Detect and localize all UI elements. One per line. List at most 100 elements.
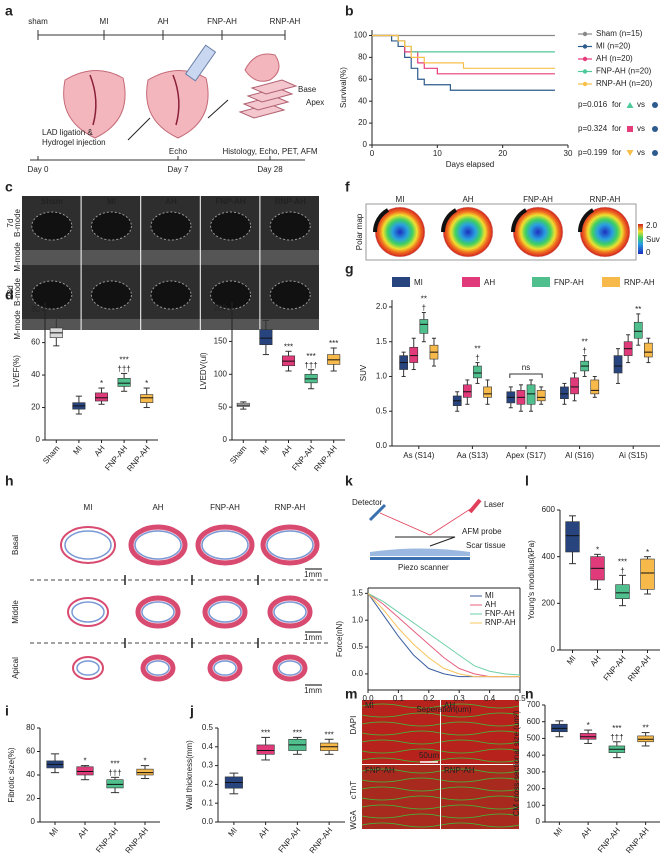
x-tick-label: MI xyxy=(552,826,565,839)
y-tick-label: 1.5 xyxy=(352,588,364,597)
box xyxy=(94,392,109,402)
y-axis-label: Fibrotic size(%) xyxy=(7,747,16,802)
y-tick-label: 80 xyxy=(358,52,367,61)
echo-image xyxy=(141,250,200,265)
colorbar-label: Suv xyxy=(646,235,660,244)
legend-label: FNP-AH xyxy=(485,609,515,618)
panel-letter: j xyxy=(189,703,194,719)
significance: * xyxy=(646,548,649,557)
symbol xyxy=(627,126,633,132)
group-label: MI xyxy=(84,503,93,512)
y-axis-label: CM cross-sectional size (um²) xyxy=(512,710,521,816)
box xyxy=(640,558,655,590)
if-fiber xyxy=(440,748,520,754)
x-axis-label: Days elapsed xyxy=(446,160,494,169)
significance: ** xyxy=(643,724,649,733)
x-tick-label: Sham xyxy=(228,444,249,466)
y-tick-label: 0.0 xyxy=(352,669,364,678)
significance: *** xyxy=(261,729,270,738)
significance: † xyxy=(620,566,624,575)
y-tick-label: 400 xyxy=(542,552,556,561)
y-tick-label: 600 xyxy=(527,717,541,726)
x-tick-label: 0.0 xyxy=(362,694,374,703)
vessel xyxy=(172,74,180,126)
box xyxy=(570,377,579,395)
y-tick-label: 150 xyxy=(214,337,228,346)
group-label: FNP-AH xyxy=(210,503,240,512)
echo-image xyxy=(81,319,141,330)
if-image xyxy=(362,700,440,764)
legend-marker xyxy=(582,31,588,37)
colorbar-label: 0 xyxy=(646,248,651,257)
arrow xyxy=(127,117,151,141)
tissue-inner xyxy=(76,660,100,676)
x-tick-label: RNP-AH xyxy=(124,826,151,855)
panel-letter: d xyxy=(5,287,14,303)
x-tick-label: RNP-AH xyxy=(312,444,339,473)
x-tick-label: 0.1 xyxy=(393,694,405,703)
group-label: AH xyxy=(157,17,168,26)
x-tick-label: 0.3 xyxy=(454,694,466,703)
if-fiber xyxy=(440,786,520,792)
significance: † xyxy=(422,304,426,313)
legend-marker xyxy=(582,81,588,87)
if-fiber xyxy=(440,730,520,736)
box xyxy=(136,768,154,776)
x-tick-label: As (S14) xyxy=(403,451,434,460)
x-tick-label: 20 xyxy=(498,149,507,158)
significance: ** xyxy=(635,305,641,314)
x-tick-label: AH xyxy=(579,826,593,840)
if-image xyxy=(362,765,440,829)
mode-label: B-mode xyxy=(13,277,22,306)
legend-label: AH xyxy=(485,600,496,609)
defect xyxy=(577,208,595,233)
panel-letter: a xyxy=(5,3,13,19)
echo-chamber xyxy=(90,280,132,310)
level-label: Apical xyxy=(11,657,20,679)
x-tick-label: 0.2 xyxy=(423,694,435,703)
mode-label: M-mode xyxy=(13,310,22,340)
arrow xyxy=(207,99,229,119)
day-label: Day 0 xyxy=(28,165,49,174)
slice-label: Apex xyxy=(306,98,324,107)
annotation: p=0.324 xyxy=(578,124,608,133)
x-tick-label: 0 xyxy=(370,149,375,158)
box xyxy=(633,321,643,339)
y-tick-label: 20 xyxy=(26,794,35,803)
significance: ** xyxy=(421,295,427,304)
y-tick-label: 0.0 xyxy=(202,817,214,826)
y-tick-label: 40 xyxy=(358,96,367,105)
symbol xyxy=(652,126,658,132)
significance: *** xyxy=(306,352,315,361)
panel-letter: g xyxy=(345,261,354,277)
if-fiber xyxy=(440,757,520,763)
group-label: RNP-AH xyxy=(270,17,301,26)
survival-line xyxy=(372,34,555,91)
y-tick-label: 1.0 xyxy=(376,372,388,381)
beam xyxy=(379,505,476,536)
panel-letter: f xyxy=(345,179,350,195)
y-tick-label: 100 xyxy=(354,31,368,40)
legend-label: RNP-AH xyxy=(485,618,516,627)
symbol xyxy=(626,150,634,156)
y-tick-label: 0 xyxy=(551,645,556,654)
echo-image xyxy=(22,319,81,330)
legend-label: Sham (n=15) xyxy=(596,29,643,38)
box xyxy=(76,766,94,776)
y-tick-label: 60 xyxy=(31,338,40,347)
group-label: RNP-AH xyxy=(444,766,475,775)
x-tick-label: 0.5 xyxy=(514,694,526,703)
if-image xyxy=(441,765,519,829)
significance: * xyxy=(596,545,599,554)
box xyxy=(409,346,419,363)
y-tick-label: 50 xyxy=(218,402,227,411)
echo-chamber xyxy=(31,280,73,310)
y-tick-label: 20 xyxy=(358,118,367,127)
stain-label: cTnT xyxy=(349,781,358,799)
bracket xyxy=(509,373,543,378)
significance: *** xyxy=(618,557,627,566)
group-label: FNP-AH xyxy=(207,17,237,26)
box xyxy=(256,744,275,755)
y-tick-label: 700 xyxy=(527,700,541,709)
time-label: 7d xyxy=(6,219,15,228)
